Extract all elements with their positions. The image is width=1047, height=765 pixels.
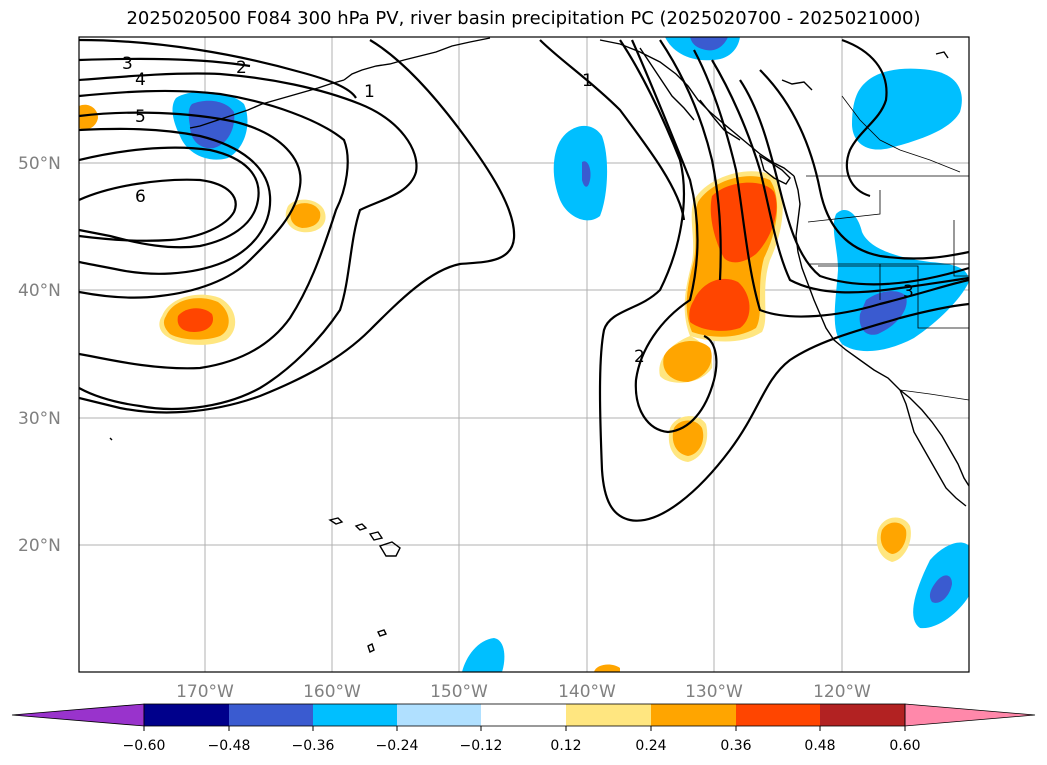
lat-label: 50°N <box>18 154 61 174</box>
colorbar-segment <box>144 704 229 726</box>
lon-label: 130°W <box>685 682 743 702</box>
colorbar-segment <box>481 704 566 726</box>
contour-label: 1 <box>364 82 375 102</box>
colorbar-tick-label: 0.12 <box>550 738 581 754</box>
colorbar-tick-label: −0.36 <box>292 738 335 754</box>
colorbar-tick-label: −0.60 <box>123 738 166 754</box>
map-frame <box>78 36 970 673</box>
colorbar-tick-label: 0.48 <box>804 738 835 754</box>
map-title: 2025020500 F084 300 hPa PV, river basin … <box>126 8 921 29</box>
contour-label: 4 <box>135 70 146 90</box>
contour-label: 2 <box>236 58 247 78</box>
colorbar-segment <box>651 704 736 726</box>
lat-label: 40°N <box>18 281 61 301</box>
colorbar-tick-label: 0.36 <box>720 738 751 754</box>
colorbar-tick-label: −0.48 <box>208 738 251 754</box>
borders <box>806 95 969 401</box>
colorbar-tick-label: −0.12 <box>460 738 503 754</box>
colorbar-segment <box>820 704 905 726</box>
colorbar-tick-label: 0.60 <box>889 738 920 754</box>
contour-label: 2 <box>634 347 645 367</box>
colorbar-segment <box>229 704 313 726</box>
contour-label: 1 <box>582 71 593 91</box>
colorbar-tick-label: 0.24 <box>635 738 666 754</box>
lon-label: 170°W <box>176 682 234 702</box>
longitude-labels: 170°W 160°W 150°W 140°W 130°W 120°W <box>176 682 871 702</box>
latitude-labels: 50°N 40°N 30°N 20°N <box>18 154 61 556</box>
lon-label: 120°W <box>813 682 871 702</box>
colorbar-tick-label: −0.24 <box>376 738 419 754</box>
colorbar-extend-high <box>904 703 1036 727</box>
colorbar-segment <box>313 704 397 726</box>
lat-label: 20°N <box>18 536 61 556</box>
colorbar: −0.60 −0.48 −0.36 −0.24 −0.12 0.12 0.24 … <box>11 703 1036 754</box>
lon-label: 160°W <box>303 682 361 702</box>
contour-label: 3 <box>122 54 133 74</box>
colorbar-segment <box>736 704 820 726</box>
lon-label: 150°W <box>430 682 488 702</box>
lat-label: 30°N <box>18 409 61 429</box>
colorbar-segment <box>397 704 481 726</box>
lon-label: 140°W <box>558 682 616 702</box>
contour-label: 5 <box>135 107 146 127</box>
coastlines <box>109 37 969 653</box>
colorbar-extend-low <box>11 703 145 727</box>
contour-label: 3 <box>903 282 914 302</box>
contour-label: 6 <box>135 187 146 207</box>
contour-labels: 3 2 4 1 5 6 1 2 3 <box>122 54 914 367</box>
positive-anomaly-regions <box>79 104 911 672</box>
colorbar-segment <box>566 704 651 726</box>
